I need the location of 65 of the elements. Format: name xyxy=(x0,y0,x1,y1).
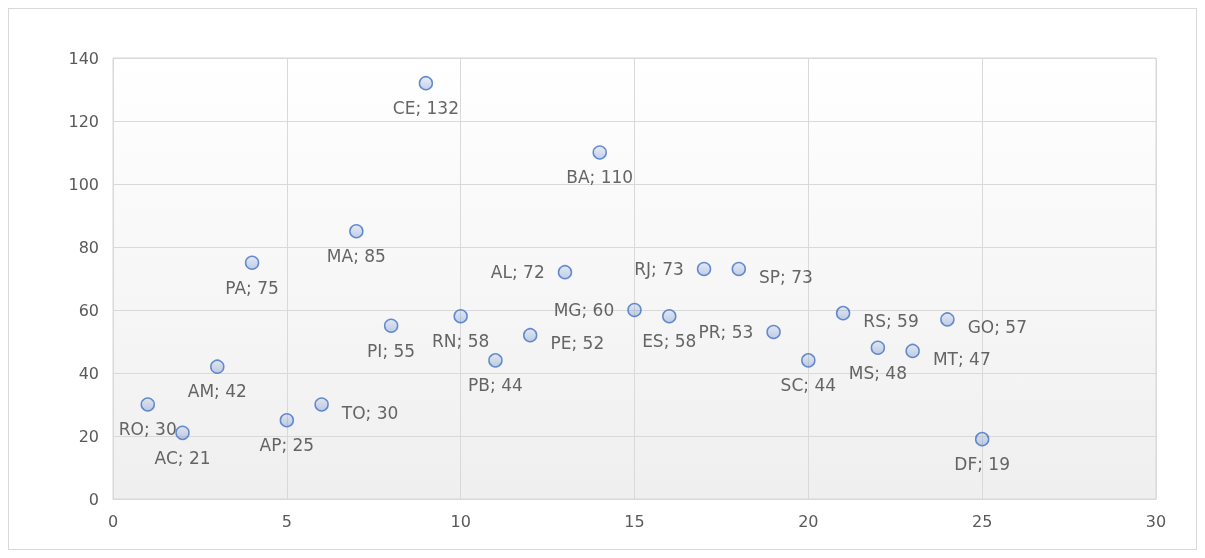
data-label: RJ; 73 xyxy=(634,259,684,280)
data-label: AC; 21 xyxy=(154,447,211,468)
data-label: TO; 30 xyxy=(340,402,399,423)
data-label: RO; 30 xyxy=(118,419,177,440)
data-label: BA; 110 xyxy=(566,167,634,188)
y-tick-label: 60 xyxy=(78,300,99,320)
data-label: MT; 47 xyxy=(932,348,991,369)
data-label: RS; 59 xyxy=(863,311,919,332)
point xyxy=(592,145,607,160)
data-label: PR; 53 xyxy=(698,322,754,343)
data-label: AP; 25 xyxy=(259,435,315,455)
point xyxy=(696,261,712,277)
y-tick-label: 80 xyxy=(78,237,99,257)
point xyxy=(731,261,747,277)
x-tick-label: 15 xyxy=(624,511,645,531)
data-label: SP; 73 xyxy=(759,267,813,288)
point xyxy=(210,359,225,374)
data-label: MA; 85 xyxy=(326,246,386,266)
point xyxy=(557,264,573,280)
point xyxy=(974,431,990,447)
data-label: ES; 58 xyxy=(642,331,697,352)
point xyxy=(279,413,295,428)
data-label: SC; 44 xyxy=(780,375,837,396)
point xyxy=(418,75,434,91)
data-label: DF; 19 xyxy=(954,453,1010,474)
data-label: GO; 57 xyxy=(967,317,1027,338)
point xyxy=(175,425,190,441)
data-label: MS; 48 xyxy=(848,362,907,383)
data-label: PI; 55 xyxy=(367,340,416,361)
point xyxy=(488,353,503,368)
point xyxy=(140,397,156,412)
point xyxy=(870,340,886,356)
point xyxy=(314,397,329,412)
point xyxy=(905,343,920,359)
data-label: MG; 60 xyxy=(553,300,615,320)
data-label: PA; 75 xyxy=(225,277,279,298)
point xyxy=(662,309,677,324)
y-tick-label: 120 xyxy=(68,111,99,131)
point xyxy=(349,224,364,239)
x-tick-label: 10 xyxy=(450,511,471,531)
point xyxy=(766,324,781,340)
x-tick-label: 25 xyxy=(971,511,993,531)
data-label: PE; 52 xyxy=(550,333,605,354)
data-label: AM; 42 xyxy=(187,381,247,402)
y-tick-label: 100 xyxy=(68,174,99,194)
point xyxy=(244,255,260,270)
x-tick-label: 30 xyxy=(1145,511,1167,531)
point xyxy=(627,302,642,318)
point xyxy=(453,309,468,324)
y-tick-label: 140 xyxy=(68,48,99,68)
point xyxy=(801,353,816,368)
x-tick-label: 5 xyxy=(281,511,292,531)
data-label: PB; 44 xyxy=(468,375,523,396)
point xyxy=(522,327,538,343)
point xyxy=(383,318,399,333)
data-label: CE; 132 xyxy=(392,97,459,118)
data-label: AL; 72 xyxy=(490,262,545,283)
data-label: RN; 58 xyxy=(432,331,490,352)
x-tick-label: 20 xyxy=(798,511,819,531)
y-tick-label: 20 xyxy=(78,426,99,446)
y-tick-label: 40 xyxy=(78,363,99,383)
x-tick-label: 0 xyxy=(107,511,119,531)
point xyxy=(835,305,851,321)
y-tick-label: 0 xyxy=(88,489,99,509)
point xyxy=(940,312,955,327)
